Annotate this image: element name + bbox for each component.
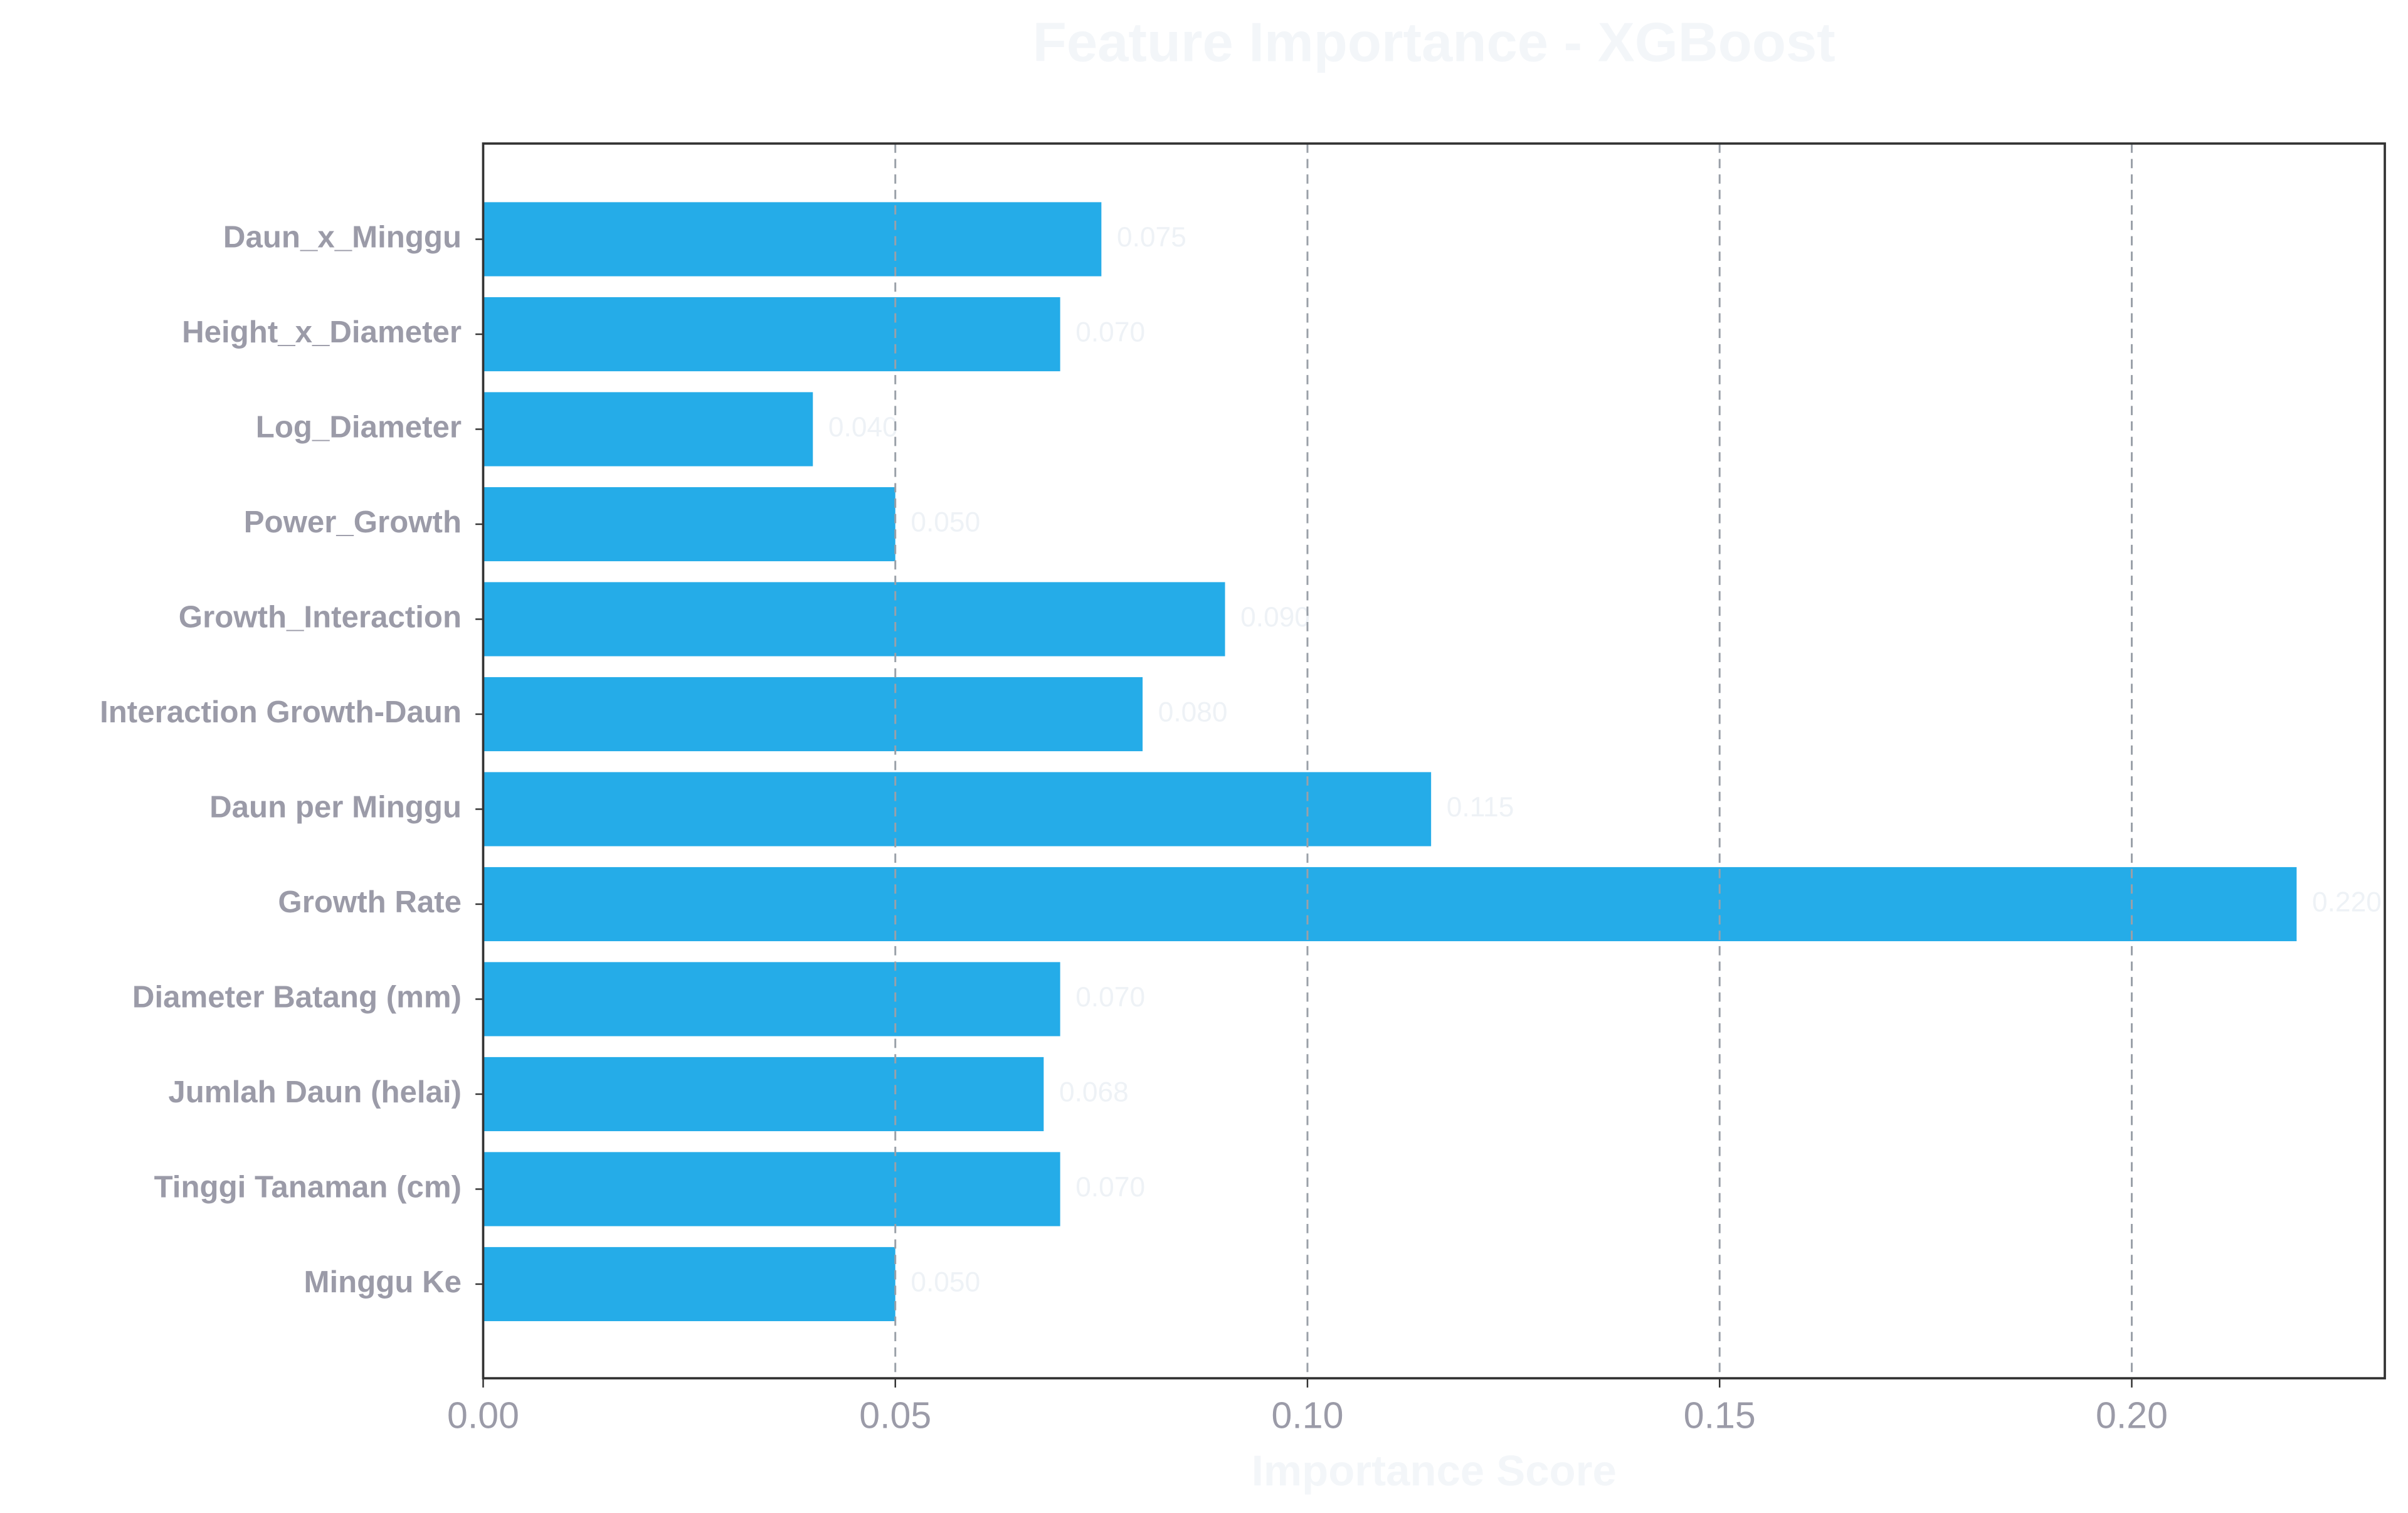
x-tick-label: 0.00 (447, 1395, 519, 1437)
bar (483, 867, 2297, 942)
y-tick-label: Interaction Growth-Daun (100, 695, 462, 729)
value-label: 0.075 (1117, 222, 1186, 253)
y-tick-label: Growth_Interaction (179, 600, 462, 635)
y-tick-label: Power_Growth (244, 505, 462, 539)
x-tick-label: 0.20 (2096, 1395, 2168, 1437)
bar (483, 1057, 1044, 1132)
bar (483, 392, 813, 467)
value-label: 0.070 (1075, 317, 1145, 348)
chart-title: Feature Importance - XGBoost (1033, 11, 1835, 73)
x-axis-label: Importance Score (1252, 1447, 1617, 1495)
value-label: 0.070 (1075, 982, 1145, 1013)
value-label: 0.090 (1240, 602, 1310, 633)
value-label: 0.068 (1059, 1077, 1129, 1108)
y-tick-label: Jumlah Daun (helai) (168, 1075, 462, 1109)
y-tick-label: Tinggi Tanaman (cm) (154, 1169, 462, 1204)
bar (483, 202, 1102, 277)
y-tick-label: Daun per Minggu (209, 789, 462, 824)
value-label: 0.040 (828, 412, 898, 443)
x-tick-label: 0.05 (859, 1395, 931, 1437)
bar (483, 1152, 1060, 1226)
y-tick-label: Diameter Batang (mm) (132, 979, 462, 1014)
bar (483, 582, 1225, 656)
plot-frame (482, 142, 2386, 1379)
value-label: 0.050 (911, 1267, 980, 1298)
value-label: 0.115 (1447, 792, 1514, 823)
y-tick-label: Minggu Ke (304, 1265, 462, 1299)
x-tick-label: 0.10 (1272, 1395, 1344, 1437)
bar (483, 487, 895, 562)
bar (483, 1247, 895, 1322)
bar (483, 962, 1060, 1036)
value-label: 0.080 (1158, 697, 1228, 728)
y-tick-label: Height_x_Diameter (182, 315, 462, 349)
y-tick-label: Daun_x_Minggu (223, 220, 462, 255)
value-label: 0.050 (911, 507, 980, 538)
y-tick-label: Log_Diameter (256, 410, 462, 445)
value-label: 0.070 (1075, 1172, 1145, 1203)
y-tick-label: Growth Rate (278, 885, 462, 919)
x-tick-label: 0.15 (1684, 1395, 1756, 1437)
bar (483, 297, 1060, 372)
bar (483, 677, 1143, 752)
bar (483, 772, 1432, 846)
value-label: 0.220 (2312, 887, 2382, 918)
